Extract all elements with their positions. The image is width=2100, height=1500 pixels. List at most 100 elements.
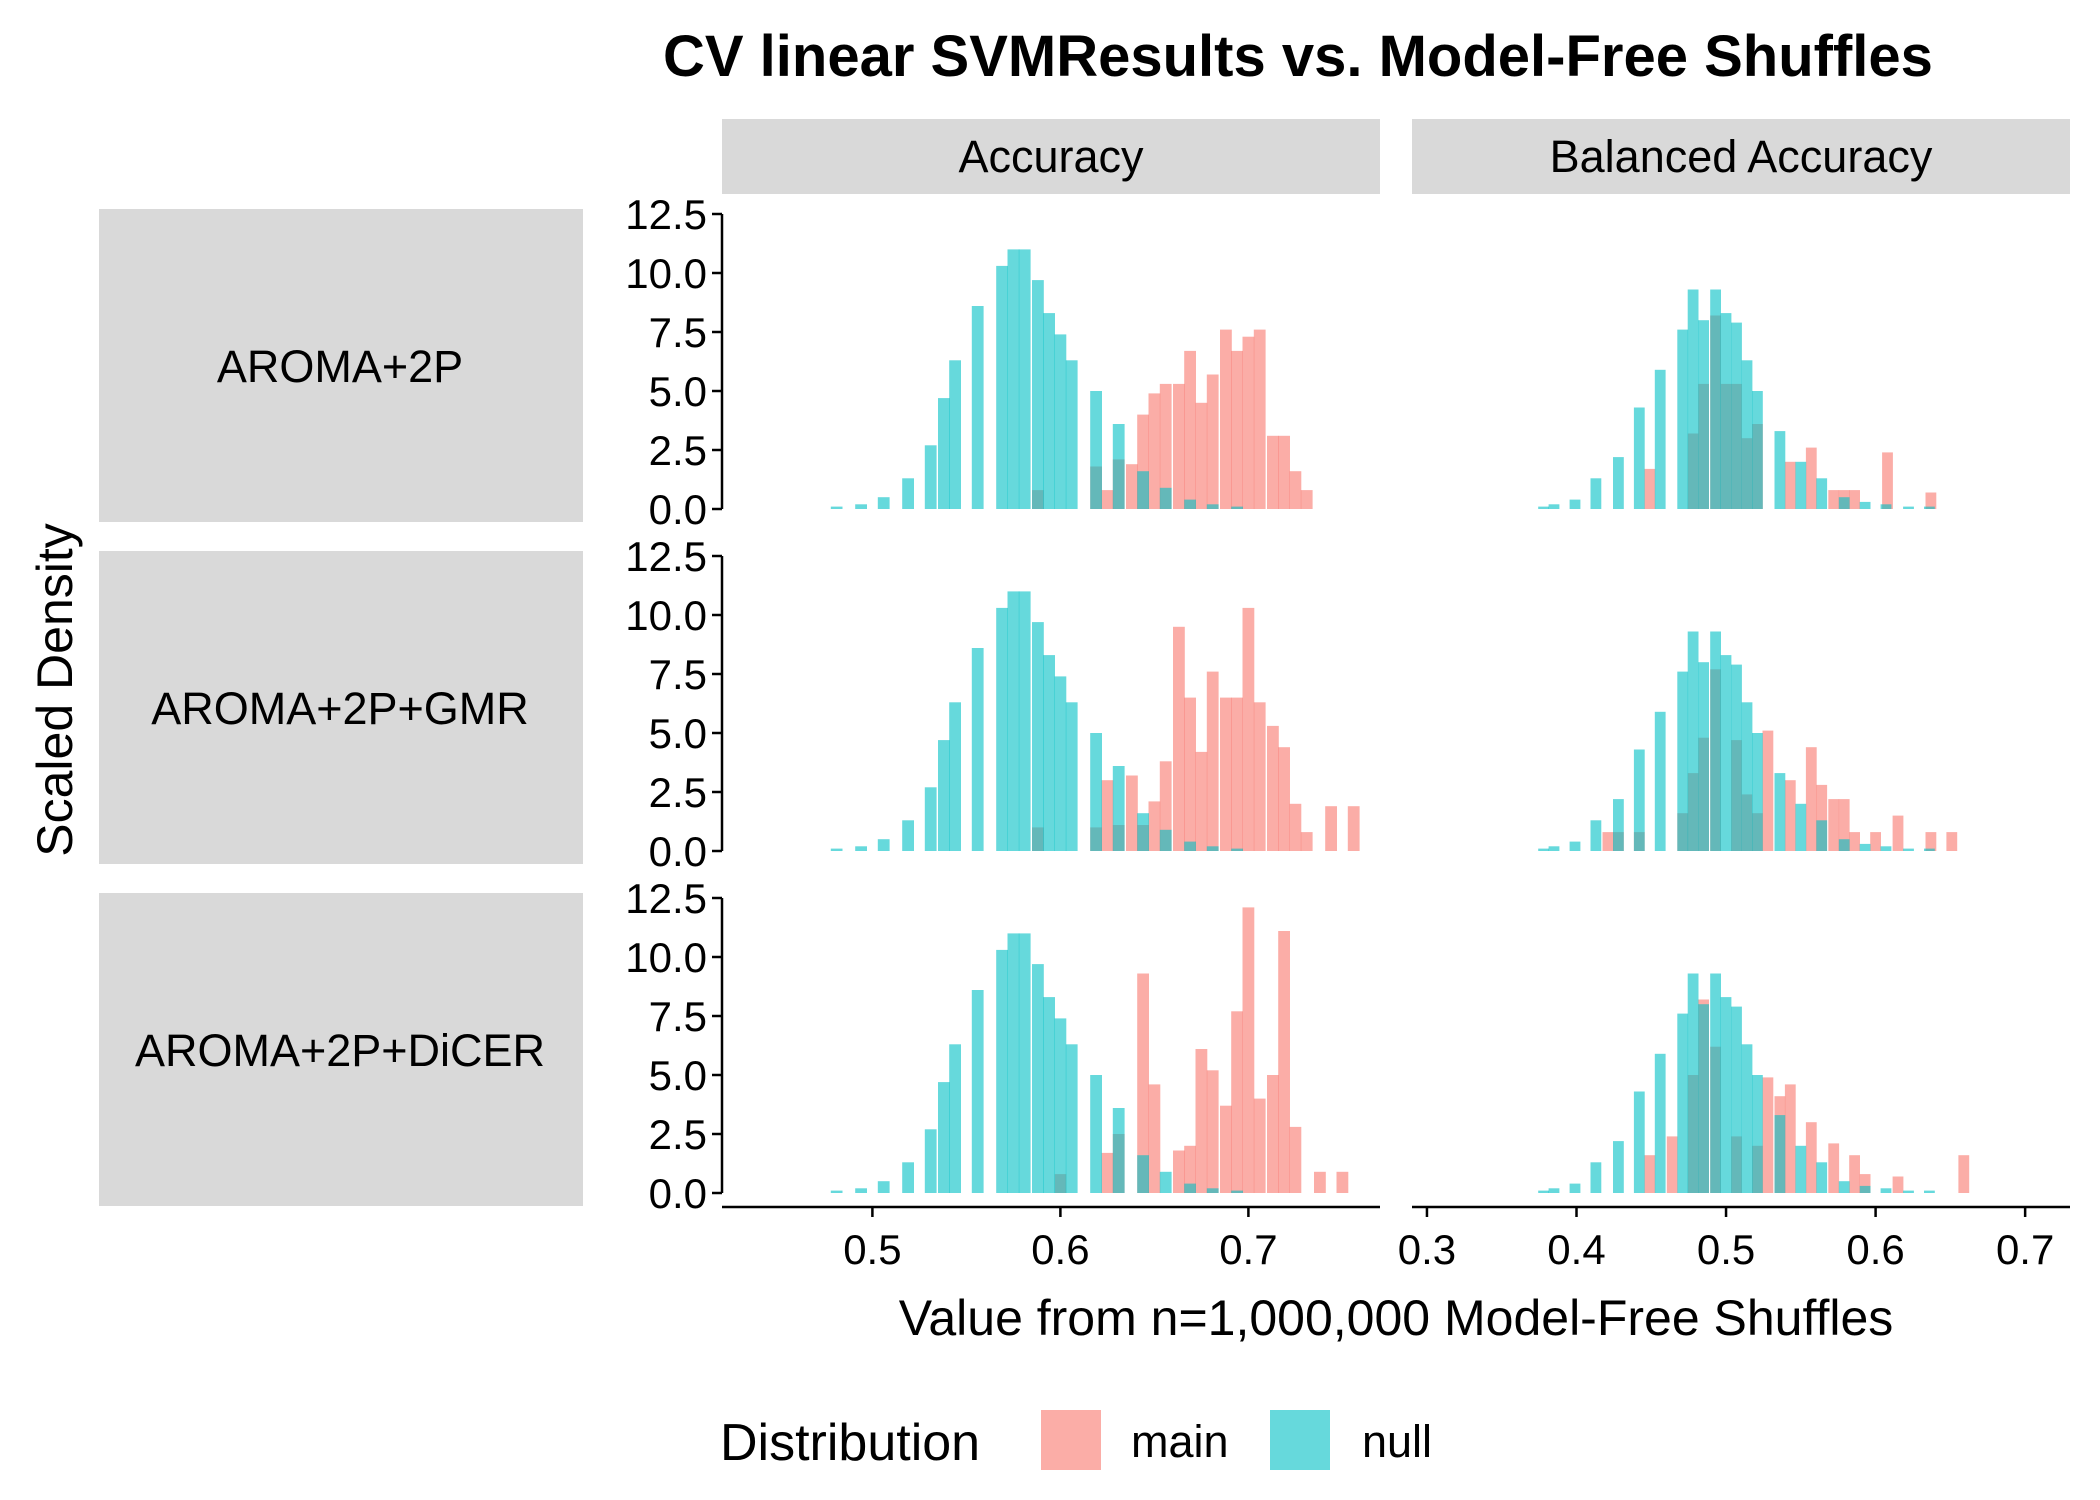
bar-null bbox=[1633, 407, 1645, 509]
bar-null bbox=[1774, 431, 1786, 509]
bar-null bbox=[1548, 1188, 1560, 1193]
bar-main bbox=[1816, 784, 1828, 851]
bar-main bbox=[1762, 730, 1774, 851]
bar-null bbox=[1698, 320, 1709, 509]
y-tick-label: 2.5 bbox=[649, 1111, 707, 1158]
bar-main bbox=[1946, 832, 1958, 851]
bar-main bbox=[1925, 492, 1937, 509]
bar-null bbox=[830, 848, 843, 851]
bar-null bbox=[938, 740, 950, 851]
bar-null bbox=[1569, 1183, 1581, 1193]
bar-null bbox=[1687, 289, 1699, 509]
bar-main bbox=[1644, 1155, 1656, 1193]
bar-null bbox=[1903, 506, 1914, 509]
bar-main bbox=[1220, 329, 1232, 509]
bar-main bbox=[1267, 725, 1279, 851]
bar-null bbox=[1816, 478, 1828, 509]
bar-null bbox=[1043, 997, 1055, 1193]
x-tick-label: 0.6 bbox=[1031, 1226, 1089, 1273]
bar-main bbox=[1195, 751, 1208, 851]
bar-null bbox=[1090, 1075, 1102, 1193]
bar-null bbox=[938, 398, 950, 509]
bar-null bbox=[1741, 1044, 1753, 1193]
facet-strip-balanced-accuracy bbox=[1412, 119, 2070, 194]
bar-null bbox=[1924, 506, 1935, 509]
bar-null bbox=[830, 506, 843, 509]
bar-main bbox=[1805, 747, 1817, 851]
bar-null bbox=[1137, 813, 1149, 851]
y-tick-label: 12.5 bbox=[625, 533, 707, 580]
bar-null bbox=[1112, 1108, 1125, 1193]
bar-null bbox=[1018, 249, 1031, 509]
y-tick-label: 0.0 bbox=[649, 486, 707, 533]
legend-label-null: null bbox=[1362, 1416, 1432, 1467]
bar-null bbox=[1184, 1183, 1196, 1193]
bar-null bbox=[1538, 848, 1549, 851]
bar-main bbox=[1231, 1011, 1243, 1193]
bar-null bbox=[1774, 773, 1786, 851]
bar-null bbox=[1720, 997, 1732, 1193]
bar-null bbox=[1018, 591, 1031, 851]
bar-null bbox=[938, 1082, 950, 1193]
y-tick-label: 7.5 bbox=[649, 993, 707, 1040]
bar-null bbox=[996, 607, 1008, 851]
bar-null bbox=[1112, 424, 1125, 509]
bar-null bbox=[1774, 1115, 1786, 1193]
bar-null bbox=[1710, 973, 1721, 1193]
row-strip-aroma-2p bbox=[99, 209, 583, 522]
bar-null bbox=[1569, 841, 1581, 851]
bar-null bbox=[924, 445, 937, 509]
row-strip-aroma-2p-dicer bbox=[99, 893, 583, 1206]
bar-null bbox=[1548, 504, 1560, 509]
bar-main bbox=[1882, 452, 1893, 509]
bar-null bbox=[1590, 1162, 1602, 1193]
bar-null bbox=[1065, 1044, 1078, 1193]
bar-null bbox=[1795, 1145, 1807, 1193]
legend-title: Distribution bbox=[720, 1414, 980, 1472]
bar-null bbox=[1065, 360, 1078, 509]
bar-null bbox=[1880, 846, 1892, 851]
y-tick-label: 10.0 bbox=[625, 934, 707, 981]
bar-null bbox=[1687, 631, 1699, 851]
bar-main bbox=[1828, 799, 1840, 851]
bar-main bbox=[1784, 461, 1796, 509]
bar-main bbox=[1870, 832, 1881, 851]
bar-main bbox=[1206, 374, 1219, 509]
facet-label-accuracy: Accuracy bbox=[958, 131, 1144, 182]
x-tick-label: 0.5 bbox=[1697, 1226, 1755, 1273]
bar-main bbox=[1602, 832, 1614, 851]
bar-main bbox=[1253, 702, 1266, 851]
bar-main bbox=[1126, 464, 1138, 509]
bar-main bbox=[1278, 747, 1290, 851]
bar-null bbox=[1054, 1018, 1067, 1193]
bar-main bbox=[1828, 1143, 1840, 1193]
bar-null bbox=[1838, 1181, 1850, 1193]
facet-strip-accuracy bbox=[722, 119, 1380, 194]
bar-null bbox=[1206, 1188, 1219, 1193]
bar-null bbox=[949, 360, 961, 509]
bar-main bbox=[1101, 1152, 1114, 1193]
y-tick-label: 5.0 bbox=[649, 710, 707, 757]
bar-null bbox=[1054, 676, 1067, 851]
bar-null bbox=[1090, 391, 1102, 509]
bar-main bbox=[1958, 1155, 1970, 1193]
bar-null bbox=[1698, 1004, 1709, 1193]
bar-null bbox=[1795, 461, 1807, 509]
bar-null bbox=[996, 949, 1008, 1193]
bar-null bbox=[1538, 1190, 1549, 1193]
bar-null bbox=[1137, 1155, 1149, 1193]
y-tick-label: 12.5 bbox=[625, 875, 707, 922]
bar-null bbox=[1795, 803, 1807, 851]
bar-null bbox=[1880, 504, 1892, 509]
bar-null bbox=[1687, 973, 1699, 1193]
bar-main bbox=[1289, 471, 1302, 509]
y-tick-label: 10.0 bbox=[625, 592, 707, 639]
chart-title: CV linear SVMResults vs. Model-Free Shuf… bbox=[663, 24, 1933, 89]
bar-null bbox=[1731, 322, 1742, 509]
bar-main bbox=[1242, 907, 1255, 1193]
row-label-aroma-2p-dicer: AROMA+2P+DiCER bbox=[135, 1025, 545, 1076]
bar-main bbox=[1231, 697, 1243, 851]
bar-main bbox=[1325, 806, 1337, 851]
bar-main bbox=[1892, 1176, 1904, 1193]
